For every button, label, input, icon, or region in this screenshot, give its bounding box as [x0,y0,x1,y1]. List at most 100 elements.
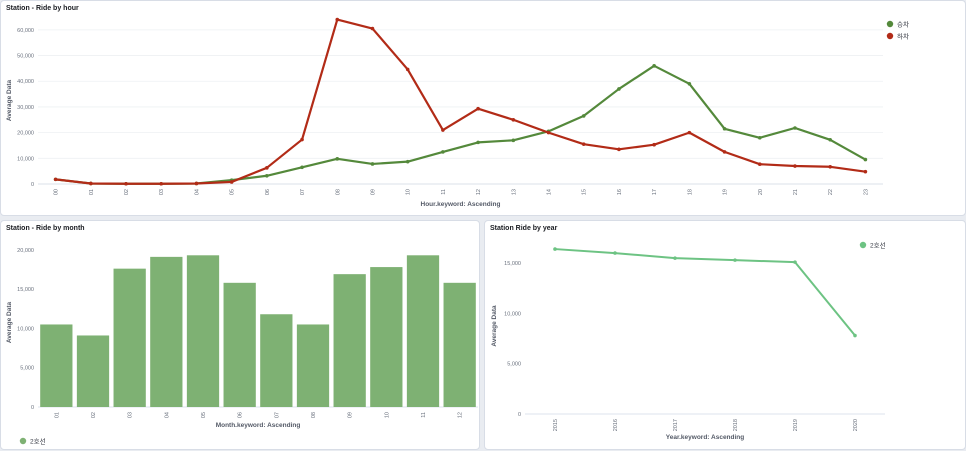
hour-chart-svg: 0 10,000 20,000 30,000 40,000 50,000 60,000 00 0… [6,17,909,208]
hour-x-tick-label: 04 [194,189,200,195]
year-x-tick-label: 2016 [613,419,619,431]
hour-point-2-04 [194,181,199,186]
hour-point-2-18 [687,130,692,135]
hour-point-1-23 [863,157,868,162]
year-x-axis-title: Year.keyword: Ascending [666,434,745,441]
month-bar-09 [333,274,366,407]
hour-point-1-06 [265,173,269,178]
hour-x-tick-label: 00 [54,189,60,195]
month-bar-01 [40,324,73,407]
year-y-tick-label: 0 [518,412,521,418]
hour-point-2-21 [793,164,797,168]
month-y-tick-label: 5,000 [20,366,34,372]
hour-point-1-15 [581,114,586,118]
hour-point-2-09 [370,26,375,31]
hour-x-tick-label: 13 [511,189,517,195]
hour-x-tick-label: 07 [300,189,306,195]
hour-point-2-15 [581,142,586,146]
hour-point-1-10 [405,159,410,164]
year-y-tick-label: 15,000 [504,261,521,267]
hour-y-tick-label: 0 [31,182,34,188]
hour-point-2-01 [89,181,93,186]
hour-chart-panel: Station - Ride by hour 0 10,000 20,000 30,0… [0,0,966,216]
month-x-tick-label: 03 [128,412,134,418]
hour-x-tick-label: 03 [159,189,165,195]
hour-y-tick-label: 10,000 [17,156,34,162]
hour-point-1-16 [617,87,621,91]
month-x-tick-label: 08 [311,412,317,418]
hour-y-tick-label: 50,000 [17,54,34,60]
hour-point-1-13 [511,138,516,143]
hour-point-2-11 [441,128,445,132]
hour-point-1-08 [335,157,340,161]
hour-point-2-16 [617,147,621,152]
hour-x-tick-label: 02 [124,189,130,195]
month-y-tick-label: 15,000 [17,287,34,293]
hour-x-tick-label: 16 [617,189,623,195]
month-bar-02 [76,335,110,407]
month-x-tick-label: 05 [201,412,207,418]
hour-point-1-11 [441,150,445,154]
hour-legend-swatch-2 [886,32,894,40]
hour-x-tick-label: 19 [723,189,729,195]
month-y-tick-label: 20,000 [17,248,34,254]
hour-x-axis-title: Hour.keyword: Ascending [421,201,501,208]
hour-point-2-23 [863,169,868,174]
month-bar-04 [150,256,183,407]
month-bar-12 [443,282,476,407]
month-x-tick-label: 01 [54,412,60,418]
hour-point-1-19 [722,126,727,131]
hour-point-2-06 [265,166,269,170]
hour-point-2-20 [757,162,762,167]
hour-point-1-18 [687,82,692,86]
month-bar-10 [370,267,403,407]
hour-point-2-14 [546,130,551,135]
month-chart-panel: Station - Ride by month 0 5,000 10,000 15,0… [0,220,480,450]
month-legend-label-1: 2호선 [30,436,46,445]
hour-y-tick-label: 30,000 [17,105,34,111]
hour-point-2-10 [405,67,410,72]
hour-y-tick-label: 40,000 [17,79,34,85]
hour-y-tick-label: 20,000 [17,131,34,137]
year-x-tick-label: 2019 [793,419,799,431]
month-bar-03 [113,268,146,407]
year-point-1-2020 [853,333,857,338]
hour-x-tick-label: 09 [370,189,376,195]
hour-point-1-09 [370,162,375,166]
hour-x-tick-label: 21 [793,189,799,195]
hour-point-2-19 [722,150,727,154]
month-x-tick-label: 11 [421,412,427,418]
hour-x-tick-label: 12 [476,189,482,195]
hour-x-tick-label: 14 [547,189,553,195]
month-x-tick-label: 04 [164,412,170,418]
hour-x-tick-label: 10 [406,189,412,195]
year-x-tick-label: 2017 [673,419,679,431]
hour-point-2-22 [828,164,832,169]
hour-point-1-12 [476,140,480,145]
month-y-axis-title: Average Data [6,301,13,343]
month-y-tick-label: 0 [31,405,34,411]
hour-legend-label-2: 하차 [897,31,909,40]
hour-x-tick-label: 22 [828,189,834,195]
year-y-axis-title: Average Data [491,305,498,347]
month-bar-07 [260,314,293,407]
hour-point-2-13 [511,117,516,122]
month-y-tick-label: 10,000 [17,326,34,332]
hour-point-1-17 [652,64,656,68]
hour-point-1-20 [757,135,762,140]
hour-point-2-00 [53,177,58,182]
month-x-tick-label: 06 [238,412,244,418]
year-point-1-2015 [553,247,557,251]
hour-point-1-22 [828,138,832,142]
hour-x-tick-label: 23 [863,189,869,195]
hour-x-tick-label: 01 [89,189,95,195]
year-y-tick-label: 5,000 [507,362,521,368]
year-x-tick-label: 2015 [553,419,559,431]
hour-x-tick-label: 11 [441,189,447,195]
hour-x-tick-label: 08 [335,189,341,195]
hour-point-2-17 [652,142,656,147]
hour-point-2-08 [335,17,340,22]
year-chart-svg: 0 5,000 10,000 15,000 2015 2016 2017 2018 2019 20… [491,240,886,441]
month-x-tick-label: 09 [348,412,354,418]
hour-point-2-03 [159,181,164,186]
